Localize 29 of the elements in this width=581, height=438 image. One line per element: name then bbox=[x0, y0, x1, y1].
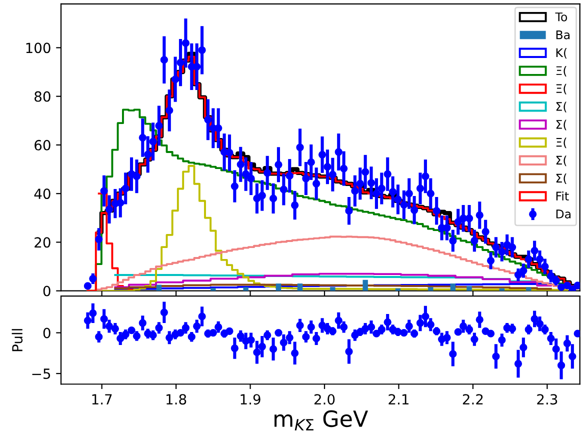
x-tick-label: 2.0 bbox=[314, 394, 335, 405]
y-axis-title: Pull bbox=[12, 329, 23, 352]
y-tick-label: 40 bbox=[34, 188, 50, 200]
x-tick-label: 2.1 bbox=[388, 394, 408, 404]
y-tick-label: 0 bbox=[43, 286, 50, 296]
legend-label: Ξ( bbox=[556, 84, 566, 94]
legend-label: Da bbox=[556, 210, 571, 218]
y-tick-label: 80 bbox=[34, 91, 50, 102]
legend-label: Ξ( bbox=[556, 138, 566, 148]
legend-label: Σ( bbox=[556, 120, 566, 130]
legend-label: To bbox=[555, 12, 568, 22]
x-tick-label: 2.3 bbox=[537, 394, 558, 405]
legend-label: K( bbox=[556, 48, 567, 59]
x-axis-title: m$_{KΣ}$ GeV bbox=[274, 410, 368, 430]
y-tick-label: 20 bbox=[34, 237, 50, 248]
y-tick-label: 60 bbox=[34, 140, 50, 150]
y-tick-label: −5 bbox=[32, 368, 50, 380]
x-tick-label: 1.9 bbox=[240, 394, 260, 405]
y-tick-label: 0 bbox=[43, 328, 50, 338]
x-tick-label: 1.7 bbox=[92, 394, 112, 404]
legend-label: Σ( bbox=[556, 173, 566, 184]
legend-label: Ba bbox=[556, 30, 570, 40]
legend-label: Σ( bbox=[556, 156, 566, 166]
x-tick-label: 1.8 bbox=[166, 394, 186, 405]
y-tick-label: 100 bbox=[26, 42, 50, 54]
legend-label: Σ( bbox=[556, 102, 566, 112]
legend-label: Fit bbox=[556, 191, 569, 200]
legend-label: Ξ( bbox=[556, 66, 566, 76]
x-tick-label: 2.2 bbox=[462, 394, 483, 404]
